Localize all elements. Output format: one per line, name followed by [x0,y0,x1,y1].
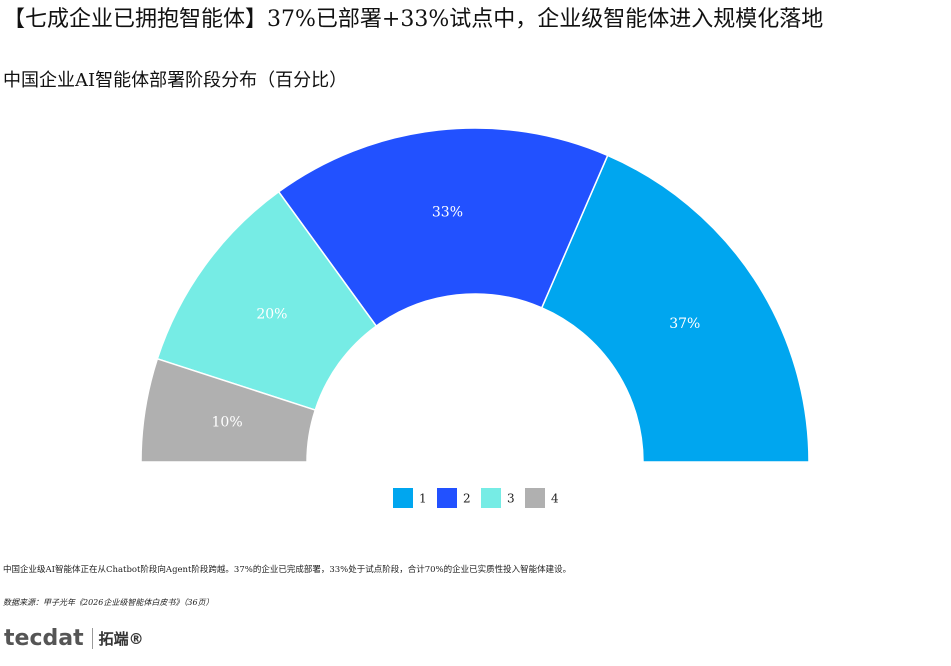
note: 中国企业级AI智能体正在从Chatbot阶段向Agent阶段跨越。37%的企业已… [3,565,572,575]
legend-label: 2 [463,492,471,506]
legend-swatch [393,488,413,508]
data-label: 33% [432,205,463,221]
donut-segment [140,357,317,463]
donut-segment [540,154,810,463]
logo-text: tecdat [4,626,84,651]
data-label: 37% [669,316,700,332]
donut-segment [277,127,609,328]
chart-subtitle: 中国企业AI智能体部署阶段分布（百分比） [3,70,348,91]
logo-brand: 拓端® [91,628,144,649]
legend-swatch [525,488,545,508]
data-label: 20% [256,306,287,322]
legend-label: 4 [551,492,559,506]
data-label: 10% [212,415,243,431]
legend-label: 3 [507,492,515,506]
chart: 37% 33% 20% 10% 1 2 3 4 [140,127,810,508]
logo: tecdat 拓端® [4,626,144,651]
chart-title: 【七成企业已拥抱智能体】37%已部署+33%试点中，企业级智能体进入规模化落地 [3,7,824,32]
legend-label: 1 [419,492,427,506]
legend-swatch [437,488,457,508]
legend-swatch [481,488,501,508]
source: 数据来源：甲子光年《2026企业级智能体白皮书》（36页） [3,598,214,607]
